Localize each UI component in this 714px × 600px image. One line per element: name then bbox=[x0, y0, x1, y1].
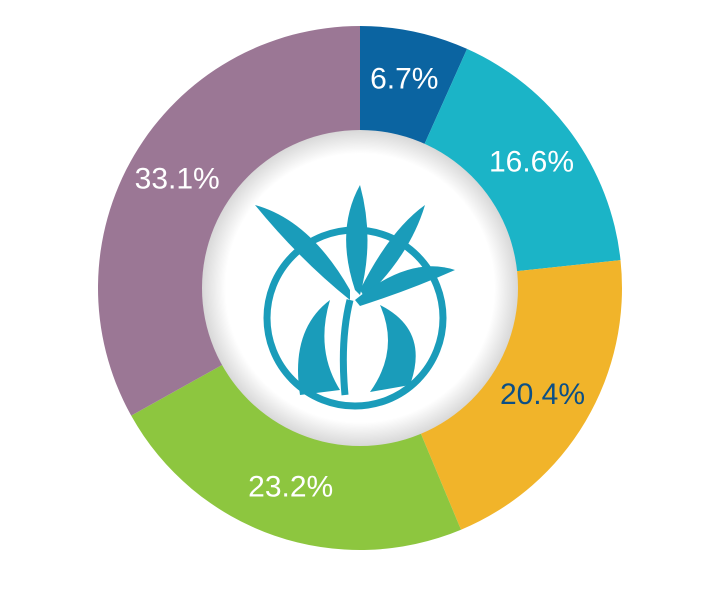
value-label: 23.2% bbox=[248, 470, 333, 503]
value-label: 16.6% bbox=[489, 145, 574, 178]
wedge bbox=[131, 361, 462, 550]
value-label: 20.4% bbox=[500, 378, 585, 411]
value-label: 33.1% bbox=[135, 163, 220, 196]
wedge bbox=[360, 26, 468, 152]
wedge bbox=[98, 26, 360, 416]
wedge bbox=[417, 260, 622, 530]
wedges bbox=[98, 26, 622, 550]
wedge bbox=[421, 48, 621, 273]
value-label: 6.7% bbox=[370, 63, 438, 96]
logo bbox=[255, 185, 455, 410]
